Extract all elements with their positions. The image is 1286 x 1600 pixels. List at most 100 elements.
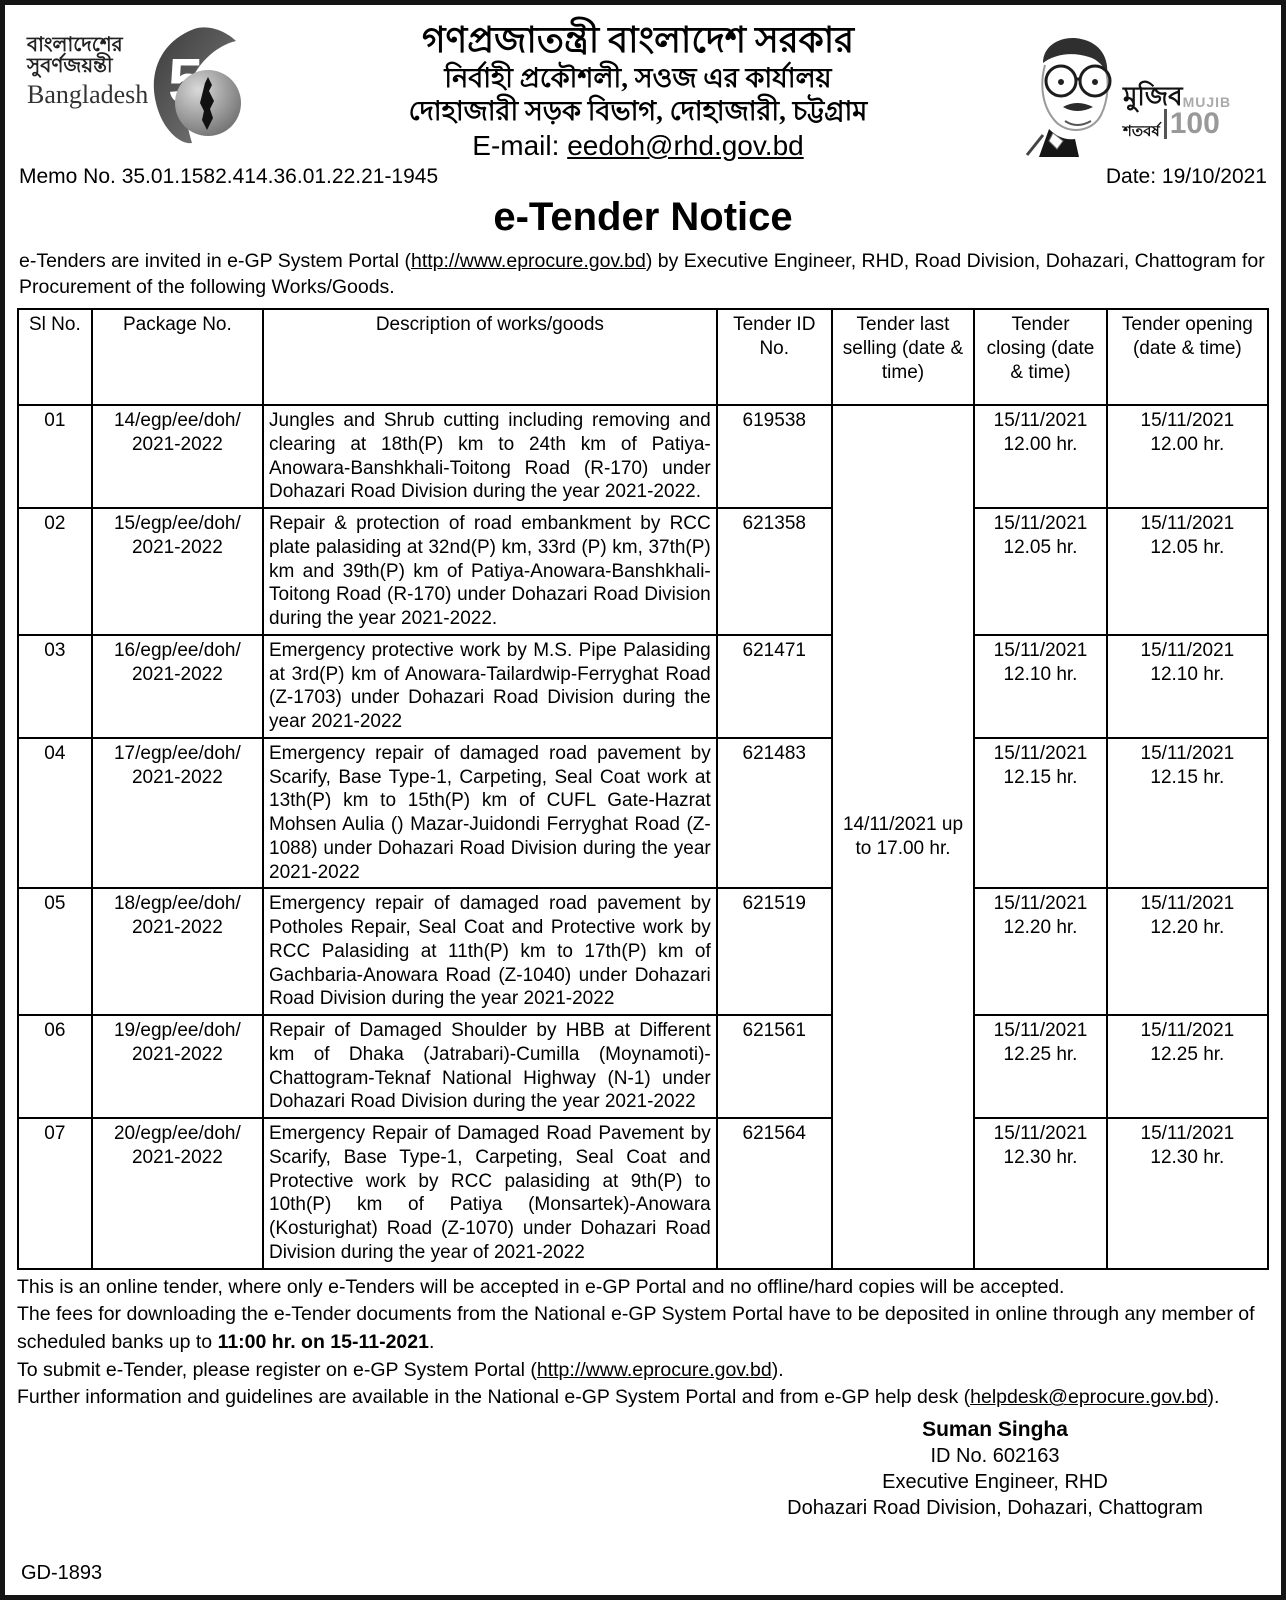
mujib-en-label: MUJIB	[1182, 94, 1232, 110]
email-line: E-mail: eedoh@rhd.gov.bd	[267, 129, 1009, 163]
closing-cell: 15/11/2021 12.25 hr.	[973, 1014, 1108, 1120]
opening-cell: 15/11/2021 12.30 hr.	[1105, 1117, 1270, 1270]
table-row: 01 14/egp/ee/doh/ 2021-2022 Jungles and …	[17, 404, 1270, 1270]
note-online-only: This is an online tender, where only e-T…	[17, 1275, 1065, 1298]
bangladesh50-en-label: Bangladesh	[27, 80, 149, 109]
table-row: 07 20/egp/ee/doh/ 2021-2022 Emergency Re…	[17, 1117, 1270, 1270]
sl-no: 01	[17, 404, 93, 510]
signatory-office: Dohazari Road Division, Dohazari, Chatto…	[787, 1497, 1203, 1520]
package-no: 18/egp/ee/doh/ 2021-2022	[90, 887, 265, 1017]
sl-no: 03	[17, 633, 93, 739]
note-helpdesk: Further information and guidelines are a…	[17, 1386, 1220, 1409]
intro-suffix: ) by Executive Engineer, RHD, Road Divis…	[19, 249, 1265, 298]
mujib-bn-label: মুজিব	[1123, 81, 1183, 111]
government-name: গণপ্রজাতন্ত্রী বাংলাদেশ সরকার	[421, 20, 855, 60]
table-row: 05 18/egp/ee/doh/ 2021-2022 Emergency re…	[17, 887, 1270, 1017]
sl-no: 02	[17, 507, 93, 636]
table-row: 06 19/egp/ee/doh/ 2021-2022 Repair of Da…	[17, 1014, 1270, 1120]
table-row: 03 16/egp/ee/doh/ 2021-2022 Emergency pr…	[17, 633, 1270, 739]
eprocure-link[interactable]: http://www.eprocure.gov.bd	[410, 249, 646, 272]
opening-cell: 15/11/2021 12.20 hr.	[1105, 887, 1270, 1017]
note-fees: The fees for downloading the e-Tender do…	[17, 1303, 1255, 1354]
intro-paragraph: e-Tenders are invited in e-GP System Por…	[19, 248, 1267, 301]
note-register: To submit e-Tender, please register on e…	[17, 1358, 784, 1381]
bangladesh50-bn-line1: বাংলাদেশের	[27, 34, 123, 56]
memo-row: Memo No. 35.01.1582.414.36.01.22.21-1945…	[17, 163, 1269, 189]
helpdesk-email-link[interactable]: helpdesk@eprocure.gov.bd	[970, 1386, 1208, 1409]
gd-code: GD-1893	[21, 1562, 103, 1584]
sl-no: 05	[17, 887, 93, 1017]
signatory-id: ID No. 602163	[930, 1445, 1060, 1468]
sl-no: 04	[17, 736, 93, 890]
package-no: 16/egp/ee/doh/ 2021-2022	[90, 633, 265, 739]
eprocure-link[interactable]: http://www.eprocure.gov.bd	[536, 1358, 772, 1381]
tender-id: 621519	[715, 887, 833, 1017]
tender-table: Sl No. Package No. Description of works/…	[17, 308, 1270, 1270]
email-link[interactable]: eedoh@rhd.gov.bd	[567, 129, 804, 161]
fee-deadline: 11:00 hr. on 15-11-2021	[217, 1331, 429, 1354]
opening-cell: 15/11/2021 12.10 hr.	[1105, 633, 1270, 739]
bangladesh50-logo: বাংলাদেশের সুবর্ণজয়ন্তী Bangladesh 5	[17, 13, 267, 149]
tender-id: 621358	[715, 507, 833, 636]
office-name: নির্বাহী প্রকৌশলী, সওজ এর কার্যালয়	[444, 63, 832, 94]
closing-cell: 15/11/2021 12.05 hr.	[973, 507, 1108, 636]
work-description: Repair & protection of road embankment b…	[262, 507, 718, 636]
mujib100-logo: মুজিব MUJIB শতবর্ষ 100	[1009, 13, 1269, 157]
intro-prefix: e-Tenders are invited in e-GP System Por…	[19, 249, 411, 272]
col-closing: Tender closing (date & time)	[973, 308, 1108, 407]
letterhead: বাংলাদেশের সুবর্ণজয়ন্তী Bangladesh 5	[17, 13, 1269, 163]
tender-id: 621564	[715, 1117, 833, 1270]
sl-no: 06	[17, 1014, 93, 1120]
fifty-years-emblem-icon: 5	[154, 27, 242, 144]
opening-cell: 15/11/2021 12.00 hr.	[1105, 404, 1270, 510]
sl-no: 07	[17, 1117, 93, 1270]
work-description: Repair of Damaged Shoulder by HBB at Dif…	[262, 1014, 718, 1120]
table-row: 04 17/egp/ee/doh/ 2021-2022 Emergency re…	[17, 736, 1270, 890]
closing-cell: 15/11/2021 12.30 hr.	[973, 1117, 1108, 1270]
notes-block: This is an online tender, where only e-T…	[17, 1274, 1269, 1412]
bangladesh50-caption: বাংলাদেশের সুবর্ণজয়ন্তী Bangladesh	[27, 27, 149, 109]
bangladesh50-bn-line2: সুবর্ণজয়ন্তী	[27, 55, 113, 77]
work-description: Emergency Repair of Damaged Road Pavemen…	[262, 1117, 718, 1270]
closing-cell: 15/11/2021 12.15 hr.	[973, 736, 1108, 890]
package-no: 14/egp/ee/doh/ 2021-2022	[90, 404, 265, 510]
work-description: Emergency repair of damaged road pavemen…	[262, 736, 718, 890]
work-description: Jungles and Shrub cutting including remo…	[262, 404, 718, 510]
last-selling-cell: 14/11/2021 up to 17.00 hr.	[830, 404, 976, 1270]
signatory-name: Suman Singha	[922, 1418, 1068, 1442]
table-row: 02 15/egp/ee/doh/ 2021-2022 Repair & pro…	[17, 507, 1270, 636]
package-no: 20/egp/ee/doh/ 2021-2022	[90, 1117, 265, 1270]
col-opening: Tender opening (date & time)	[1105, 308, 1270, 407]
memo-number: Memo No. 35.01.1582.414.36.01.22.21-1945	[19, 164, 439, 188]
email-label: E-mail:	[472, 129, 568, 161]
mujib-portrait-icon	[1025, 38, 1112, 157]
work-description: Emergency protective work by M.S. Pipe P…	[262, 633, 718, 739]
opening-cell: 15/11/2021 12.05 hr.	[1105, 507, 1270, 636]
col-package-no: Package No.	[90, 308, 265, 407]
issue-date: Date: 19/10/2021	[1105, 164, 1267, 188]
col-sl-no: Sl No.	[17, 308, 93, 407]
col-last-selling: Tender last selling (date & time)	[830, 308, 976, 407]
closing-cell: 15/11/2021 12.10 hr.	[973, 633, 1108, 739]
signature-block: Suman Singha ID No. 602163 Executive Eng…	[745, 1416, 1245, 1521]
division-name: দোহাজারী সড়ক বিভাগ, দোহাজারী, চট্টগ্রাম	[408, 95, 868, 126]
tender-id: 619538	[715, 404, 833, 510]
table-header-row: Sl No. Package No. Description of works/…	[17, 308, 1270, 407]
tender-id: 621471	[715, 633, 833, 739]
signatory-title: Executive Engineer, RHD	[882, 1471, 1108, 1494]
hundred-label: 100	[1163, 109, 1220, 139]
col-description: Description of works/goods	[262, 308, 718, 407]
opening-cell: 15/11/2021 12.25 hr.	[1105, 1014, 1270, 1120]
shotoborsho-label: শতবর্ষ	[1123, 123, 1160, 140]
page-title: e-Tender Notice	[493, 194, 793, 239]
closing-cell: 15/11/2021 12.20 hr.	[973, 887, 1108, 1017]
tender-id: 621483	[715, 736, 833, 890]
issuing-office-block: গণপ্রজাতন্ত্রী বাংলাদেশ সরকার নির্বাহী প…	[267, 13, 1009, 163]
closing-cell: 15/11/2021 12.00 hr.	[973, 404, 1108, 510]
package-no: 17/egp/ee/doh/ 2021-2022	[90, 736, 265, 890]
package-no: 19/egp/ee/doh/ 2021-2022	[90, 1014, 265, 1120]
package-no: 15/egp/ee/doh/ 2021-2022	[90, 507, 265, 636]
mujib100-wordmark: মুজিব MUJIB শতবর্ষ 100	[1123, 83, 1231, 139]
opening-cell: 15/11/2021 12.15 hr.	[1105, 736, 1270, 890]
